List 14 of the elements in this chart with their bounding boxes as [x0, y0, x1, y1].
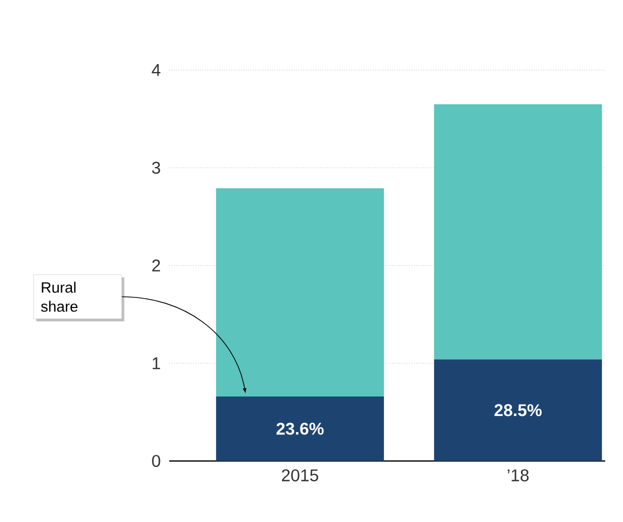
y-tick-label: 2 [152, 260, 160, 272]
y-tick-label: 0 [152, 454, 160, 468]
y-tick-label: 3 [152, 162, 160, 174]
bar [434, 104, 602, 360]
annotation: 28.5% [494, 404, 542, 416]
annotation: 23.6% [276, 422, 324, 435]
bar [216, 188, 384, 396]
bar [434, 359, 602, 461]
y-tick-label: 1 [152, 357, 160, 370]
bar [216, 396, 384, 461]
text: Rural share [41, 282, 78, 312]
x-tick-label: ’18 [508, 469, 529, 482]
x-tick-label: 2015 [282, 469, 318, 482]
y-tick-label: 4 [152, 64, 160, 76]
